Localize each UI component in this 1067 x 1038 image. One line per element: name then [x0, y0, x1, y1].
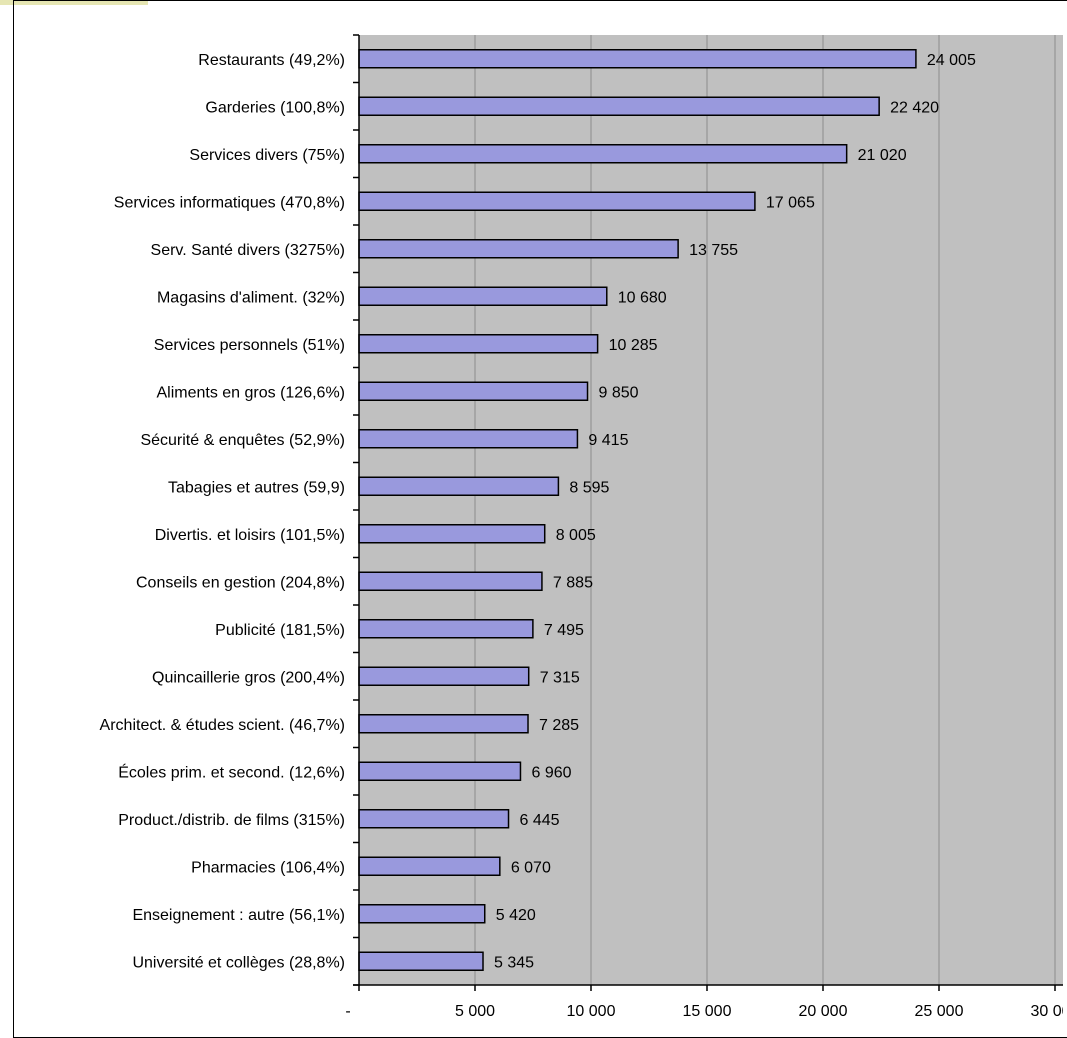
value-label: 6 445 — [520, 812, 560, 829]
bar — [358, 856, 501, 876]
bar — [358, 191, 756, 211]
bar — [358, 96, 880, 116]
value-label: 9 415 — [588, 432, 628, 449]
category-label: Pharmacies (106,4%) — [191, 859, 345, 876]
x-tick-label: 10 000 — [567, 1003, 616, 1020]
category-label: Product./distrib. de films (315%) — [118, 812, 345, 829]
value-label: 10 680 — [618, 289, 667, 306]
value-label: 8 595 — [569, 479, 609, 496]
category-label: Restaurants (49,2%) — [198, 52, 345, 69]
bar — [358, 49, 917, 69]
bar — [358, 334, 599, 354]
x-tick-labels: - 5 000 10 000 15 000 20 000 25 000 30 000 — [345, 1003, 1067, 1020]
category-label: Services informatiques (470,8%) — [114, 194, 345, 211]
category-label: Magasins d'aliment. (32%) — [157, 289, 345, 306]
bar — [358, 381, 589, 401]
value-label: 10 285 — [609, 337, 658, 354]
bar — [358, 429, 579, 449]
category-labels: Restaurants (49,2%) Garderies (100,8%) Ser… — [100, 52, 345, 972]
bar — [358, 619, 534, 639]
value-label: 7 885 — [553, 574, 593, 591]
value-label: 8 005 — [556, 527, 596, 544]
category-label: Tabagies et autres (59,9) — [168, 479, 345, 496]
x-tick-label: - — [345, 1003, 350, 1020]
category-label: Garderies (100,8%) — [205, 99, 345, 116]
bar — [358, 476, 560, 496]
x-tick-label: 25 000 — [915, 1003, 964, 1020]
value-label: 5 420 — [496, 907, 536, 924]
category-label: Université et collèges (28,8%) — [132, 954, 345, 971]
bar — [358, 761, 522, 781]
category-label: Services personnels (51%) — [154, 337, 345, 354]
x-tick-label: 30 000 — [1031, 1003, 1067, 1020]
value-label: 24 005 — [927, 52, 976, 69]
value-label: 7 285 — [539, 717, 579, 734]
bar — [358, 144, 848, 164]
category-label: Quincaillerie gros (200,4%) — [152, 669, 345, 686]
category-label: Divertis. et loisirs (101,5%) — [155, 527, 345, 544]
bar — [358, 524, 546, 544]
corner-tab — [0, 0, 148, 5]
category-label: Aliments en gros (126,6%) — [156, 384, 345, 401]
plot-area — [359, 35, 1063, 985]
bar — [358, 904, 486, 924]
category-label: Sécurité & enquêtes (52,9%) — [140, 432, 345, 449]
bar — [358, 571, 543, 591]
bar — [358, 951, 484, 971]
bar — [358, 286, 608, 306]
x-tick-label: 5 000 — [455, 1003, 495, 1020]
value-label: 5 345 — [494, 954, 534, 971]
category-label: Serv. Santé divers (3275%) — [151, 242, 345, 259]
value-label: 17 065 — [766, 194, 815, 211]
bar — [358, 714, 529, 734]
bar — [358, 239, 679, 259]
axes — [353, 34, 1063, 991]
category-label: Architect. & études scient. (46,7%) — [100, 717, 345, 734]
bar — [358, 809, 510, 829]
value-label: 9 850 — [599, 384, 639, 401]
value-labels: 24 005 22 420 21 020 17 065 13 755 10 680 10 2… — [494, 52, 976, 972]
bar — [358, 666, 530, 686]
value-label: 6 960 — [531, 764, 571, 781]
value-label: 6 070 — [511, 859, 551, 876]
value-label: 21 020 — [858, 147, 907, 164]
bars — [358, 49, 917, 971]
category-label: Conseils en gestion (204,8%) — [136, 574, 345, 591]
x-tick-label: 20 000 — [799, 1003, 848, 1020]
x-tick-label: 15 000 — [683, 1003, 732, 1020]
value-label: 7 495 — [544, 622, 584, 639]
category-label: Publicité (181,5%) — [215, 622, 345, 639]
category-label: Écoles prim. et second. (12,6%) — [118, 762, 345, 781]
value-label: 22 420 — [890, 99, 939, 116]
value-label: 7 315 — [540, 669, 580, 686]
category-label: Services divers (75%) — [189, 147, 345, 164]
value-label: 13 755 — [689, 242, 738, 259]
category-label: Enseignement : autre (56,1%) — [132, 907, 345, 924]
